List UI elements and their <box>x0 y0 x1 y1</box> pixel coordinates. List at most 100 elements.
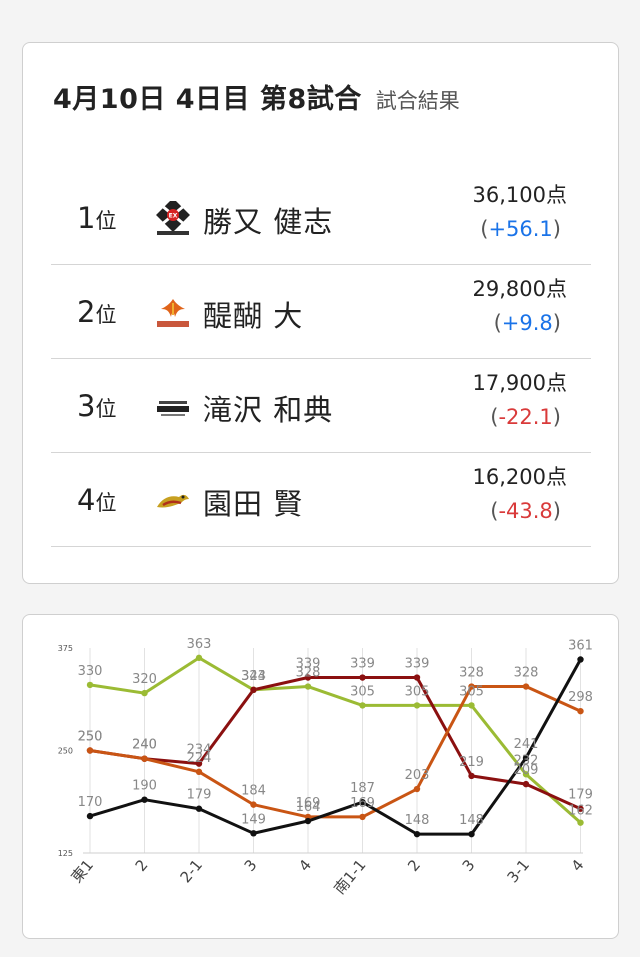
data-label: 305 <box>350 684 375 699</box>
x-tick-label: 4 <box>295 856 315 875</box>
data-label: 219 <box>459 755 484 770</box>
data-point <box>522 780 530 788</box>
dragon-logo-icon <box>157 494 189 508</box>
data-label: 149 <box>241 812 266 827</box>
data-label: 328 <box>514 666 539 681</box>
data-point <box>522 754 530 762</box>
player-name: 園田 賢 <box>203 487 304 521</box>
data-label: 169 <box>296 796 321 811</box>
phoenix-logo-icon <box>157 299 189 327</box>
data-point <box>250 801 257 808</box>
data-label: 164 <box>296 800 321 815</box>
data-point <box>141 755 148 762</box>
y-tick-label: 125 <box>58 849 73 858</box>
match-title-sub: 試合結果 <box>375 89 460 113</box>
rank-position: 1位 <box>77 201 117 235</box>
data-label: 209 <box>514 763 539 778</box>
player-name: 滝沢 和典 <box>203 393 334 427</box>
rank-position: 3位 <box>77 389 117 423</box>
data-point <box>577 805 584 812</box>
data-point <box>577 819 584 826</box>
data-label: 339 <box>296 657 321 672</box>
final-score: 16,200点 <box>472 465 567 489</box>
x-tick-label: 3 <box>241 856 261 875</box>
x-tick-label: 4 <box>568 856 588 875</box>
data-label: 250 <box>78 730 103 745</box>
svg-text:EX: EX <box>169 213 178 220</box>
data-label: 190 <box>132 779 157 794</box>
data-point <box>468 772 475 780</box>
data-label: 339 <box>350 657 375 672</box>
data-label: 328 <box>296 666 321 681</box>
match-title: 4月10日 4日目 第8試合 試合結果 <box>53 77 460 116</box>
ranking-row[interactable]: 1位 EX 勝又 健志 36,100点 (+56.1) <box>51 171 591 265</box>
data-point <box>413 785 421 793</box>
data-point <box>359 813 366 821</box>
x-tick-label: 3-1 <box>504 856 534 886</box>
data-label: 240 <box>132 738 157 753</box>
rank-position: 2位 <box>77 295 117 329</box>
data-label: 363 <box>187 637 212 652</box>
data-point <box>195 760 203 767</box>
y-tick-label: 250 <box>58 747 73 756</box>
final-score: 17,900点 <box>472 371 567 395</box>
series-line <box>89 656 582 824</box>
data-label: 320 <box>132 672 157 687</box>
data-label: 240 <box>132 738 157 753</box>
data-point <box>359 674 366 681</box>
rank-position: 4位 <box>77 483 117 517</box>
data-label: 250 <box>78 730 103 745</box>
x-tick-label: 2 <box>404 856 424 875</box>
data-label: 339 <box>405 657 430 672</box>
result-card: 4月10日 4日目 第8試合 試合結果 1位 EX 勝又 健志 36,100点 (… <box>22 42 619 584</box>
data-label: 224 <box>187 751 212 766</box>
data-point <box>359 702 366 709</box>
ranking-row[interactable]: 4位 園田 賢 16,200点 (-43.8) <box>51 453 591 547</box>
data-label: 305 <box>405 684 430 699</box>
data-label: 179 <box>568 788 593 803</box>
data-label: 179 <box>187 788 212 803</box>
data-label: 305 <box>459 684 484 699</box>
data-label: 361 <box>568 638 593 653</box>
data-label: 241 <box>514 737 539 752</box>
data-point <box>577 707 584 715</box>
data-label: 343 <box>241 669 266 684</box>
data-point <box>468 702 475 709</box>
data-point <box>141 796 148 803</box>
data-point <box>250 830 257 837</box>
point-diff: (-43.8) <box>490 499 561 523</box>
data-point <box>195 805 203 812</box>
x-tick-label: 2-1 <box>177 856 207 886</box>
data-label: 162 <box>568 804 593 819</box>
data-point <box>359 798 366 806</box>
data-label: 328 <box>459 666 484 681</box>
x-tick-label: 2 <box>132 856 152 875</box>
ranking-row[interactable]: 2位 醍醐 大 29,800点 (+9.8) <box>51 265 591 359</box>
data-point <box>413 674 421 681</box>
x-tick-label: 3 <box>459 856 479 875</box>
data-point <box>522 771 530 778</box>
data-point <box>86 681 94 689</box>
ranking-row[interactable]: 3位 滝沢 和典 17,900点 (-22.1) <box>51 359 591 453</box>
data-label: 330 <box>78 664 103 679</box>
data-label: 298 <box>568 690 593 705</box>
data-point <box>413 702 421 709</box>
ex-fuzinkazan-logo-icon: EX <box>156 201 190 235</box>
series-line <box>89 676 582 811</box>
data-label: 232 <box>514 753 539 768</box>
data-label: 184 <box>241 784 266 799</box>
data-label: 324 <box>241 669 266 684</box>
chart-card: 125 250 375 東1 2 2-1 3 4 南1-1 2 3 3-1 4 330 320 363 324 3… <box>22 614 619 939</box>
data-point <box>304 683 312 690</box>
match-title-main: 4月10日 4日目 第8試合 <box>53 84 362 115</box>
data-point <box>250 686 257 694</box>
data-point <box>413 830 421 838</box>
data-label: 234 <box>187 743 212 758</box>
data-point <box>86 812 94 820</box>
data-point <box>195 768 203 776</box>
ranking-list: 1位 EX 勝又 健志 36,100点 (+56.1) 2位 醍醐 大 29,8… <box>51 171 591 547</box>
konami-logo-icon <box>157 401 189 416</box>
data-label: 170 <box>78 795 103 810</box>
data-label: 169 <box>350 796 375 811</box>
